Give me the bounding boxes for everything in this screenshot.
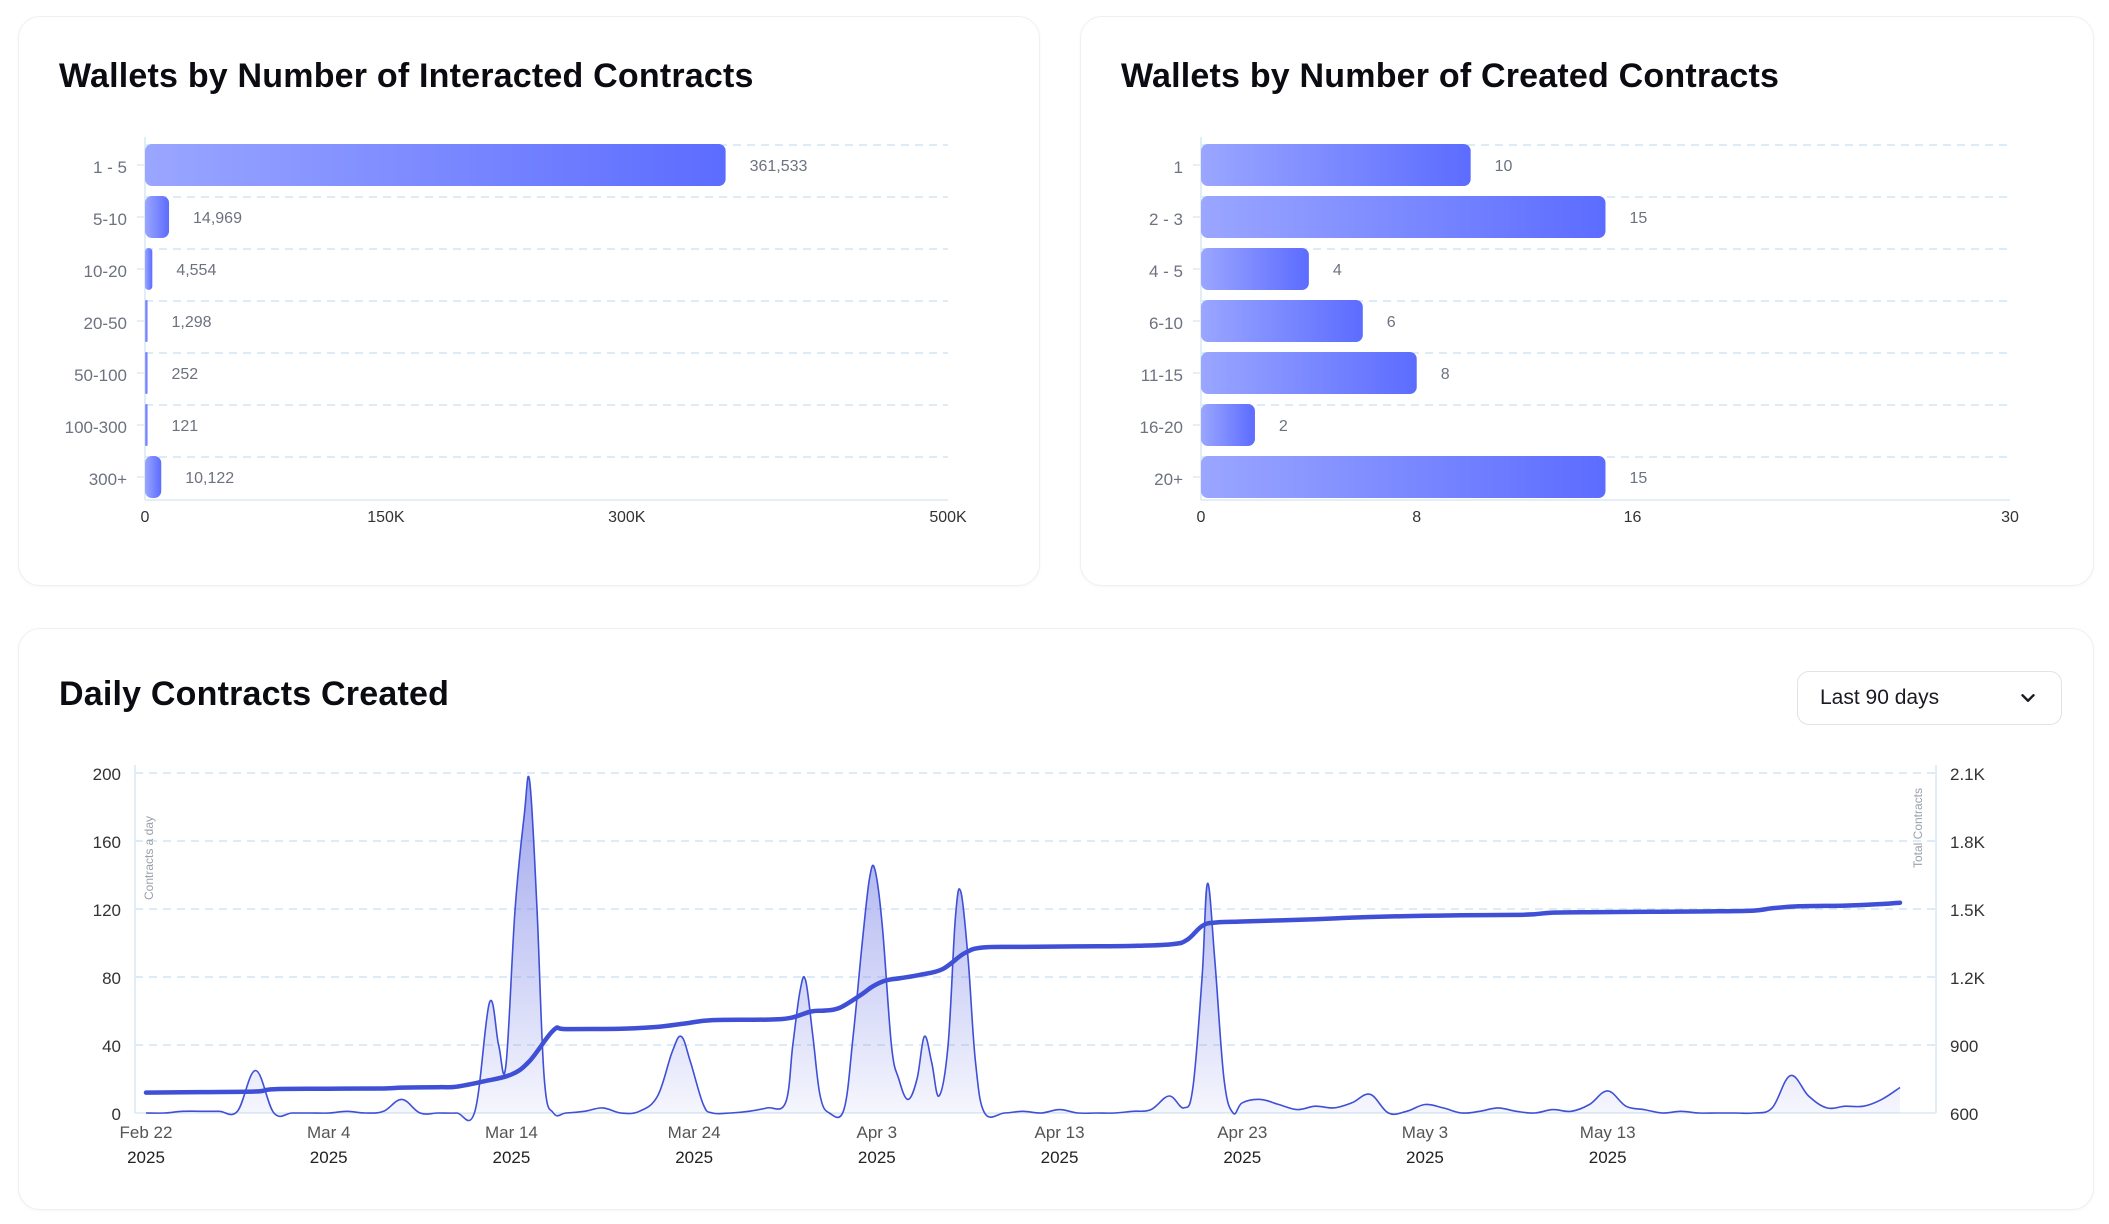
- y-tick-label: 200: [93, 765, 121, 784]
- x-tick-year-label: 2025: [493, 1148, 531, 1167]
- value-label: 4: [1333, 262, 1342, 279]
- y-tick-label: 160: [93, 833, 121, 852]
- bar: [1201, 300, 1363, 342]
- category-label: 2 - 3: [1149, 210, 1183, 229]
- x-tick-label: Apr 3: [857, 1123, 898, 1142]
- y2-axis-title: Total Contracts: [1911, 788, 1925, 868]
- x-tick-label: 500K: [929, 509, 967, 526]
- x-tick-label: Mar 4: [307, 1123, 350, 1142]
- category-label: 11-15: [1141, 366, 1183, 385]
- value-label: 15: [1630, 210, 1648, 227]
- x-tick-year-label: 2025: [675, 1148, 713, 1167]
- y2-tick-label: 2.1K: [1950, 765, 1986, 784]
- bar: [145, 404, 148, 446]
- bar: [145, 196, 170, 238]
- value-label: 8: [1441, 366, 1450, 383]
- bar: [1201, 196, 1606, 238]
- bar: [145, 248, 153, 290]
- x-tick-label: 8: [1412, 509, 1421, 526]
- x-tick-label: Apr 13: [1034, 1123, 1084, 1142]
- category-label: 10-20: [84, 262, 127, 281]
- y-tick-label: 120: [93, 901, 121, 920]
- category-label: 6-10: [1149, 314, 1183, 333]
- x-tick-year-label: 2025: [1223, 1148, 1261, 1167]
- x-tick-label: 16: [1624, 509, 1642, 526]
- value-label: 252: [172, 366, 199, 383]
- x-tick-label: 0: [1197, 509, 1206, 526]
- bar: [145, 300, 148, 342]
- value-label: 6: [1387, 314, 1396, 331]
- bar: [145, 352, 148, 394]
- x-tick-year-label: 2025: [1406, 1148, 1444, 1167]
- y-axis-title: Contracts a day: [142, 816, 156, 900]
- created-chart-title: Wallets by Number of Created Contracts: [1121, 57, 1780, 95]
- range-select-dropdown[interactable]: Last 90 days: [1797, 671, 2062, 725]
- category-label: 1 - 5: [93, 158, 127, 177]
- x-tick-label: 0: [141, 509, 150, 526]
- bar: [1201, 144, 1471, 186]
- y2-tick-label: 900: [1950, 1037, 1978, 1056]
- bar: [1201, 248, 1309, 290]
- y-tick-label: 0: [112, 1105, 121, 1124]
- y2-tick-label: 600: [1950, 1105, 1978, 1124]
- category-label: 4 - 5: [1149, 262, 1183, 281]
- interacted-contracts-card: Wallets by Number of Interacted Contract…: [18, 16, 1040, 586]
- interacted-bar-chart: 1 - 5 361,533 5-10 14,969 10-20 4,554 20-50 1,2…: [65, 137, 967, 526]
- y2-tick-label: 1.5K: [1950, 901, 1986, 920]
- value-label: 10,122: [185, 470, 234, 487]
- daily-contracts-card: Daily Contracts Created Last 90 days 0 40…: [18, 628, 2094, 1210]
- y-tick-label: 40: [102, 1037, 121, 1056]
- x-tick-year-label: 2025: [858, 1148, 896, 1167]
- value-label: 2: [1279, 418, 1288, 435]
- daily-series-line: [145, 775, 1901, 1122]
- value-label: 10: [1495, 158, 1513, 175]
- created-bar-chart: 1 10 2 - 3 15 4 - 5 4 6-10 6 11-15 8 16-20 2 20+ 15 0 8…: [1140, 137, 2019, 526]
- x-tick-year-label: 2025: [1041, 1148, 1079, 1167]
- value-label: 361,533: [750, 158, 808, 175]
- x-tick-year-label: 2025: [1589, 1148, 1627, 1167]
- value-label: 14,969: [193, 210, 242, 227]
- created-contracts-card: Wallets by Number of Created Contracts 1…: [1080, 16, 2094, 586]
- interacted-chart-title: Wallets by Number of Interacted Contract…: [59, 57, 754, 95]
- category-label: 1: [1174, 158, 1183, 177]
- category-label: 100-300: [65, 418, 127, 437]
- x-tick-label: Apr 23: [1217, 1123, 1267, 1142]
- daily-chart-title: Daily Contracts Created: [59, 675, 450, 713]
- category-label: 16-20: [1140, 418, 1183, 437]
- x-tick-year-label: 2025: [127, 1148, 165, 1167]
- x-tick-label: 300K: [608, 509, 646, 526]
- category-label: 50-100: [74, 366, 127, 385]
- chevron-down-icon: [2021, 694, 2035, 702]
- bar: [1201, 456, 1606, 498]
- x-tick-label: May 13: [1580, 1123, 1636, 1142]
- bar: [145, 456, 162, 498]
- y2-tick-label: 1.2K: [1950, 969, 1986, 988]
- bar: [145, 144, 726, 186]
- x-tick-label: Mar 14: [485, 1123, 538, 1142]
- value-label: 4,554: [176, 262, 216, 279]
- x-tick-label: 150K: [367, 509, 405, 526]
- x-tick-label: Mar 24: [668, 1123, 721, 1142]
- y-tick-label: 80: [102, 969, 121, 988]
- x-tick-label: May 3: [1402, 1123, 1448, 1142]
- daily-contracts-chart: 0 40 80 120 160 200 600 900 1.2K 1.5K 1.8K 2.1K Cont…: [93, 765, 1986, 1167]
- value-label: 121: [172, 418, 199, 435]
- bar: [1201, 352, 1417, 394]
- total-series-line: [143, 900, 1903, 1095]
- value-label: 15: [1630, 470, 1648, 487]
- category-label: 300+: [89, 470, 127, 489]
- range-select-value: Last 90 days: [1820, 686, 1940, 709]
- value-label: 1,298: [172, 314, 212, 331]
- category-label: 20-50: [84, 314, 127, 333]
- x-tick-year-label: 2025: [310, 1148, 348, 1167]
- category-label: 5-10: [93, 210, 127, 229]
- category-label: 20+: [1154, 470, 1183, 489]
- y2-tick-label: 1.8K: [1950, 833, 1986, 852]
- x-tick-label: Feb 22: [120, 1123, 173, 1142]
- x-tick-label: 30: [2001, 509, 2019, 526]
- bar: [1201, 404, 1255, 446]
